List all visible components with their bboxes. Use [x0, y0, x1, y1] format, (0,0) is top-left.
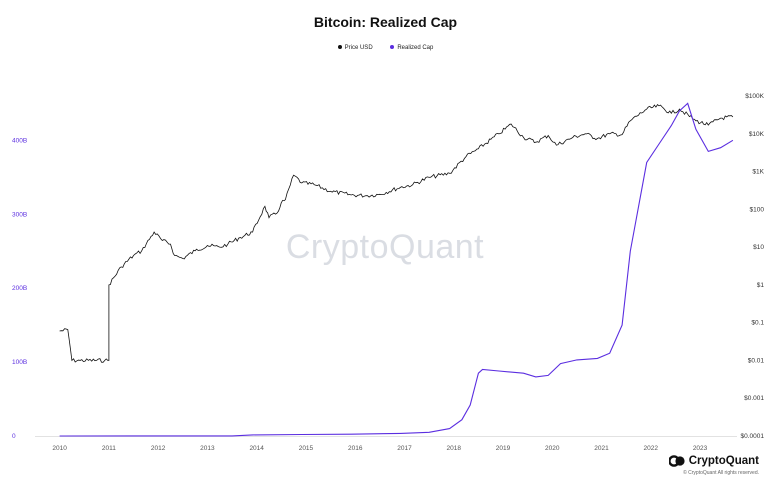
x-tick-label: 2012 — [151, 445, 166, 452]
left-tick-label: 300B — [12, 211, 27, 218]
right-tick-label: $0.1 — [751, 320, 764, 327]
right-tick-label: $1 — [757, 282, 765, 289]
right-tick-label: $0.0001 — [741, 433, 765, 440]
legend-entry-realized-cap[interactable]: Realized Cap — [390, 45, 433, 51]
legend-label-realized-cap: Realized Cap — [397, 45, 434, 51]
right-tick-label: $100 — [750, 206, 765, 213]
right-tick-label: $1K — [752, 169, 764, 176]
legend-swatch-price — [337, 45, 342, 50]
brand: CryptoQuant — [668, 454, 759, 468]
legend-swatch-realized-cap — [390, 45, 395, 50]
left-tick-label: 0 — [12, 433, 16, 440]
series-line-realized-cap — [59, 102, 734, 437]
right-axis: $0.0001 $0.001 $0.01 $0.1 $1 $10 $100 $1K $10K $1… — [741, 93, 765, 440]
x-tick-label: 2019 — [496, 445, 511, 452]
brand-name: CryptoQuant — [688, 455, 759, 467]
right-tick-label: $10 — [753, 244, 764, 251]
copyright-text: © CryptoQuant All rights reserved. — [683, 470, 759, 476]
legend-entry-price[interactable]: Price USD — [337, 45, 373, 51]
x-tick-label: 2021 — [594, 445, 609, 452]
x-tick-label: 2011 — [102, 445, 116, 452]
x-tick-label: 2014 — [249, 445, 264, 452]
x-tick-label: 2018 — [447, 445, 462, 452]
right-tick-label: $10K — [749, 131, 765, 138]
right-tick-label: $0.001 — [744, 395, 764, 402]
x-tick-label: 2016 — [348, 445, 363, 452]
left-tick-label: 400B — [12, 137, 27, 144]
x-axis: 2010 2011 2012 2013 2014 2015 2016 2017 2018 2019… — [52, 445, 707, 452]
chart-legend: Price USD Realized Cap — [0, 45, 771, 51]
x-tick-label: 2022 — [644, 445, 659, 452]
x-tick-label: 2020 — [545, 445, 560, 452]
x-tick-label: 2017 — [397, 445, 412, 452]
right-tick-label: $0.01 — [748, 357, 765, 364]
legend-label-price: Price USD — [344, 45, 373, 51]
cryptoquant-logo-icon — [668, 455, 685, 467]
x-tick-label: 2023 — [693, 445, 708, 452]
left-axis: 0 100B 200B 300B 400B — [12, 137, 27, 440]
left-tick-label: 100B — [12, 359, 27, 366]
series-line-price — [59, 104, 734, 363]
right-tick-label: $100K — [745, 93, 764, 100]
x-tick-label: 2013 — [200, 445, 215, 452]
x-tick-label: 2010 — [52, 445, 67, 452]
x-tick-label: 2015 — [299, 445, 314, 452]
watermark: CryptoQuant — [286, 228, 484, 266]
left-tick-label: 200B — [12, 285, 27, 292]
chart-title: Bitcoin: Realized Cap — [313, 14, 458, 30]
